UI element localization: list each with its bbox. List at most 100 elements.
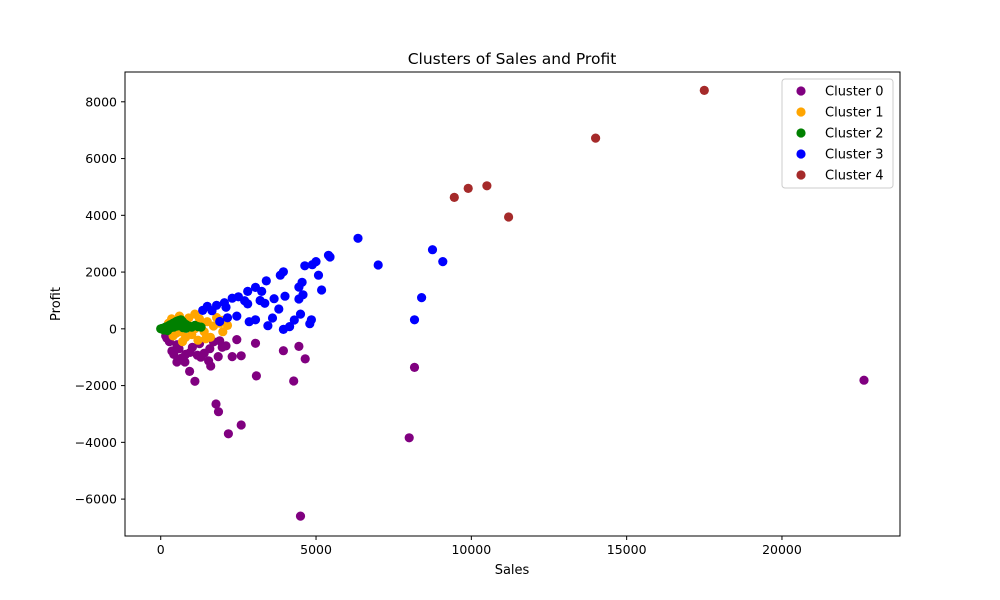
x-tick-label: 0 — [157, 542, 165, 557]
data-point — [409, 315, 420, 325]
data-point — [204, 356, 214, 366]
data-point — [289, 315, 299, 325]
legend-label: Cluster 2 — [825, 127, 884, 142]
data-point — [251, 371, 261, 381]
x-tick-label: 10000 — [451, 542, 491, 557]
y-axis-ticks: −6000 −4000 −2000 0 2000 4000 6000 8000 — [75, 94, 125, 507]
data-point — [373, 260, 383, 270]
data-point — [227, 352, 237, 362]
data-point — [215, 316, 225, 327]
data-point — [300, 354, 310, 364]
data-point — [221, 341, 231, 351]
data-point — [222, 313, 233, 323]
data-point — [294, 341, 304, 351]
data-point — [295, 511, 306, 521]
legend-box — [781, 78, 894, 189]
data-point — [859, 375, 869, 385]
data-point — [274, 304, 284, 314]
series-cluster-0 — [161, 331, 869, 521]
plot-frame — [124, 71, 901, 537]
x-tick-label: 20000 — [762, 542, 802, 557]
data-point — [218, 327, 228, 337]
data-point — [305, 319, 315, 329]
data-point — [427, 245, 438, 255]
data-point — [192, 350, 202, 360]
data-point — [227, 293, 237, 303]
legend-label: Cluster 1 — [825, 106, 884, 121]
data-point — [167, 346, 177, 356]
legend-label: Cluster 3 — [825, 148, 884, 163]
x-tick-label: 5000 — [300, 542, 332, 557]
data-point — [198, 305, 208, 315]
data-points — [156, 85, 869, 521]
chart-title: Clusters of Sales and Profit — [408, 50, 617, 68]
y-tick-label: 4000 — [85, 208, 117, 223]
data-point — [267, 313, 278, 323]
data-point — [294, 282, 304, 292]
data-point — [201, 334, 211, 344]
data-point — [260, 298, 270, 308]
data-point — [409, 362, 420, 372]
data-point — [261, 276, 271, 286]
x-tick-label: 15000 — [607, 542, 647, 557]
data-point — [232, 335, 242, 345]
data-point — [185, 347, 195, 357]
y-tick-label: −2000 — [75, 378, 117, 393]
x-axis-ticks: 0 5000 10000 15000 20000 — [157, 536, 802, 557]
x-axis-label: Sales — [495, 563, 530, 578]
legend-marker — [796, 86, 806, 96]
data-point — [181, 323, 191, 333]
series-cluster-3 — [198, 233, 448, 334]
data-point — [211, 399, 221, 409]
y-tick-label: −4000 — [75, 435, 117, 450]
y-axis-label: Profit — [49, 287, 64, 321]
data-point — [222, 320, 233, 330]
data-point — [504, 212, 514, 222]
data-point — [323, 250, 334, 260]
data-point — [236, 351, 246, 361]
y-tick-label: 8000 — [85, 94, 117, 109]
legend-label: Cluster 4 — [825, 169, 884, 184]
data-point — [591, 133, 601, 143]
data-point — [172, 357, 182, 367]
series-cluster-4 — [449, 85, 709, 222]
data-point — [232, 311, 242, 321]
data-point — [449, 192, 459, 202]
data-point — [417, 293, 427, 303]
data-point — [213, 352, 223, 362]
data-point — [317, 285, 327, 295]
data-point — [193, 335, 203, 345]
data-point — [463, 183, 473, 193]
data-point — [219, 298, 229, 308]
data-point — [313, 270, 324, 280]
data-point — [295, 309, 306, 319]
data-point — [294, 294, 304, 304]
legend-marker — [796, 107, 806, 117]
y-tick-label: 6000 — [85, 151, 117, 166]
data-point — [269, 294, 279, 304]
data-point — [236, 420, 246, 430]
data-point — [243, 286, 253, 296]
data-point — [300, 261, 310, 271]
data-point — [285, 322, 295, 332]
data-point — [275, 270, 285, 280]
data-point — [244, 317, 254, 327]
data-point — [243, 299, 253, 309]
data-point — [263, 321, 273, 331]
data-point — [196, 322, 206, 332]
data-point — [223, 429, 233, 439]
data-point — [213, 407, 224, 417]
data-point — [280, 291, 290, 301]
legend-marker — [796, 170, 806, 180]
y-tick-label: −6000 — [75, 492, 117, 507]
data-point — [250, 338, 261, 348]
data-point — [438, 257, 448, 267]
data-point — [190, 376, 200, 386]
data-point — [699, 85, 709, 95]
data-point — [177, 337, 188, 347]
legend-marker — [796, 149, 806, 159]
data-point — [307, 260, 317, 270]
data-point — [482, 181, 492, 191]
data-point — [278, 346, 288, 356]
